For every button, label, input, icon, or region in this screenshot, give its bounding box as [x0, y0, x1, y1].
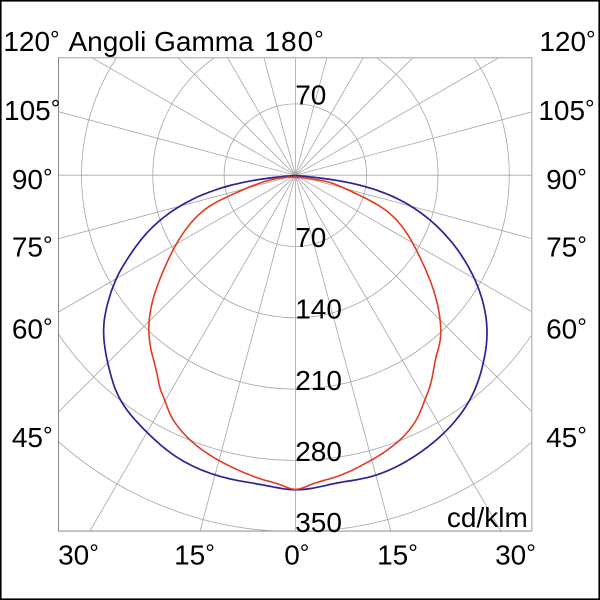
svg-text:105°: 105°: [4, 95, 60, 126]
svg-text:15°: 15°: [377, 540, 418, 571]
svg-text:70: 70: [295, 80, 326, 111]
svg-text:Angoli Gamma: Angoli Gamma: [69, 26, 255, 57]
svg-text:140: 140: [295, 294, 342, 325]
svg-text:210: 210: [295, 365, 342, 396]
svg-text:350: 350: [295, 507, 342, 538]
svg-text:70: 70: [295, 222, 326, 253]
svg-text:90°: 90°: [546, 164, 587, 195]
svg-text:45°: 45°: [546, 422, 587, 453]
svg-text:120°: 120°: [3, 26, 59, 57]
svg-text:0°: 0°: [284, 540, 309, 571]
svg-text:15°: 15°: [174, 540, 215, 571]
svg-text:120°: 120°: [539, 26, 595, 57]
svg-text:60°: 60°: [546, 313, 587, 344]
svg-text:180°: 180°: [264, 26, 324, 57]
svg-text:30°: 30°: [495, 540, 536, 571]
svg-text:90°: 90°: [12, 164, 53, 195]
svg-text:75°: 75°: [546, 232, 587, 263]
svg-text:75°: 75°: [12, 232, 53, 263]
svg-text:60°: 60°: [12, 313, 53, 344]
svg-text:280: 280: [295, 436, 342, 467]
svg-text:105°: 105°: [538, 95, 594, 126]
svg-text:45°: 45°: [12, 422, 53, 453]
svg-text:cd/klm: cd/klm: [447, 502, 528, 533]
svg-text:30°: 30°: [58, 540, 99, 571]
